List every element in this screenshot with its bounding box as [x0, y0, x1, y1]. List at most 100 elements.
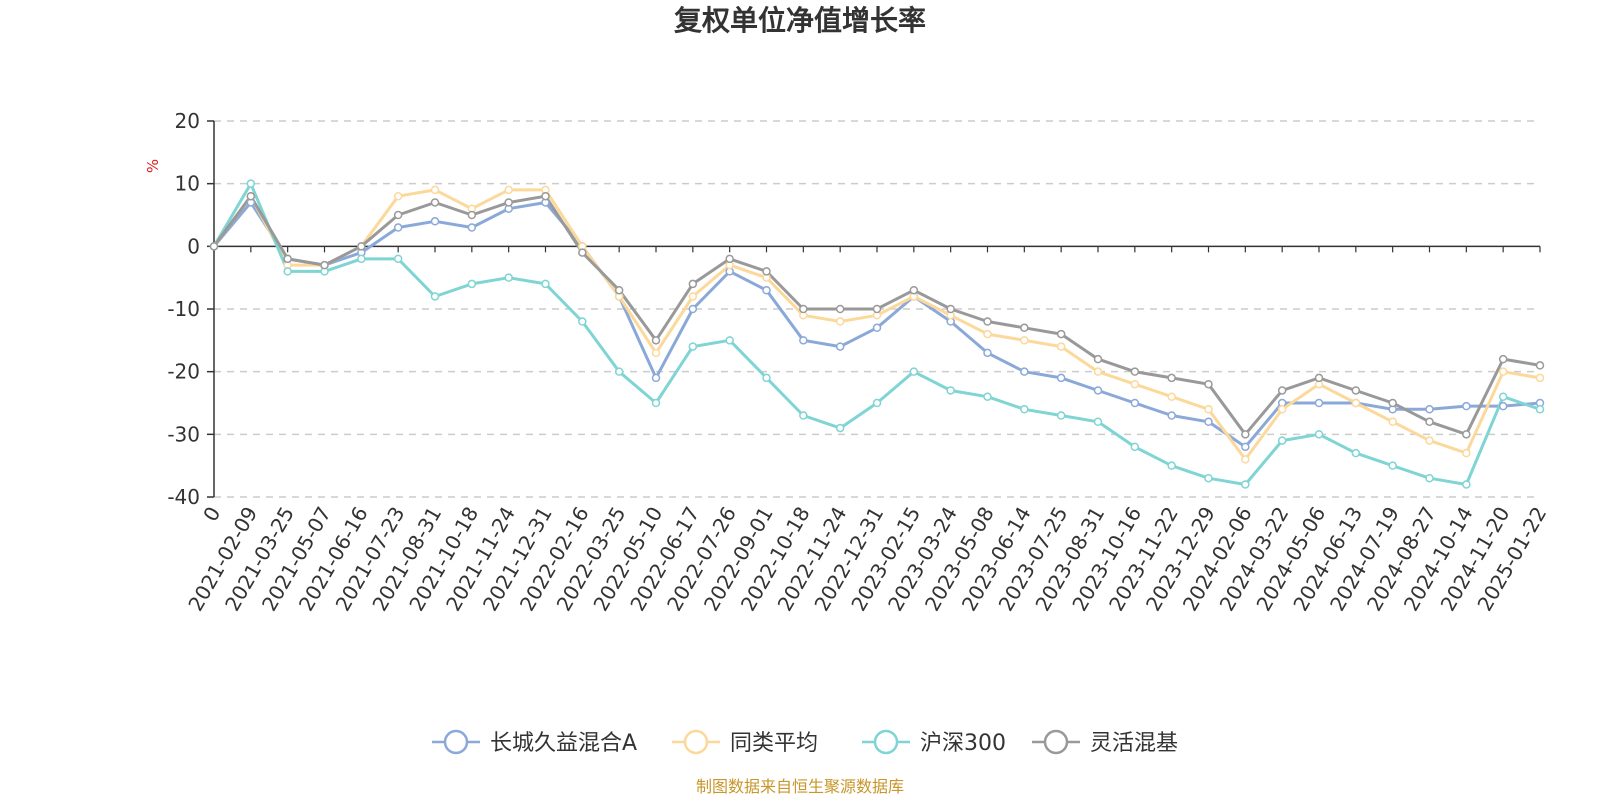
data-point: [1241, 430, 1250, 439]
legend-marker: [873, 729, 899, 755]
data-point: [430, 198, 440, 207]
data-point: [983, 348, 992, 358]
data-point: [1056, 342, 1066, 351]
data-point: [1425, 417, 1434, 427]
data-point: [1020, 367, 1029, 376]
data-point: [983, 329, 992, 339]
data-point: [1535, 361, 1545, 370]
y-tick-label: -10: [167, 297, 200, 321]
data-point: [504, 273, 513, 282]
series-line: [212, 182, 1542, 486]
data-point: [1093, 354, 1103, 364]
data-point: [467, 279, 477, 289]
data-point: [393, 210, 403, 220]
data-point: [1388, 461, 1397, 470]
data-point: [1535, 373, 1545, 383]
data-point: [1314, 373, 1324, 383]
data-point: [835, 304, 845, 314]
data-point: [1351, 386, 1361, 395]
data-point: [1462, 448, 1471, 458]
data-point: [430, 217, 440, 226]
data-point: [1093, 417, 1103, 427]
data-point: [909, 367, 919, 376]
data-point: [762, 373, 771, 383]
data-point: [1020, 323, 1029, 333]
data-point: [283, 267, 292, 276]
data-point: [1130, 367, 1140, 376]
data-point: [688, 342, 698, 351]
data-point: [578, 248, 587, 257]
data-point: [393, 254, 403, 264]
data-point: [1167, 373, 1176, 383]
legend-item[interactable]: 沪深300: [862, 729, 1006, 756]
data-point: [1498, 392, 1508, 401]
y-tick-label: -40: [167, 485, 200, 509]
legend-marker: [443, 729, 469, 755]
data-point: [1277, 436, 1287, 445]
data-point: [246, 179, 256, 188]
data-point: [909, 285, 919, 295]
y-axis-ticks: 20 10 0 -10 -20 -30 -40: [167, 109, 214, 509]
data-point: [1462, 430, 1471, 439]
legend-item[interactable]: 灵活混基: [1032, 729, 1178, 756]
data-point: [835, 342, 845, 351]
data-point: [467, 210, 477, 220]
data-point: [1388, 417, 1397, 427]
data-point: [799, 304, 808, 314]
data-point: [983, 392, 992, 401]
data-point: [1462, 480, 1471, 489]
legend: 长城久益混合A 同类平均 沪深300 灵活混基: [432, 729, 1178, 756]
data-point: [688, 279, 698, 289]
data-point: [320, 260, 329, 270]
data-point: [762, 267, 771, 276]
legend-label: 沪深300: [920, 731, 1006, 756]
data-point: [946, 304, 955, 314]
legend-item[interactable]: 同类平均: [672, 729, 818, 756]
axes: [213, 121, 1541, 497]
chart-title: 复权单位净值增长率: [674, 4, 926, 37]
data-point: [467, 223, 477, 232]
data-point: [1204, 417, 1213, 427]
data-point: [393, 223, 403, 232]
data-point: [1093, 367, 1103, 376]
y-tick-label: -30: [167, 422, 200, 446]
data-point: [578, 317, 587, 326]
x-tick-label: 0: [198, 503, 225, 526]
data-point: [725, 254, 734, 264]
data-point: [1204, 405, 1213, 414]
data-point: [1425, 436, 1434, 445]
data-point: [1241, 455, 1250, 464]
legend-item[interactable]: 长城久益混合A: [432, 729, 637, 756]
data-point: [1314, 430, 1324, 439]
data-point: [430, 292, 440, 301]
data-point: [983, 317, 992, 326]
y-axis-unit-label: %: [144, 159, 162, 173]
data-point: [1498, 401, 1508, 411]
data-point: [1204, 473, 1213, 483]
data-point: [1167, 392, 1176, 401]
data-point: [1535, 405, 1545, 414]
data-point: [1167, 411, 1176, 420]
data-point: [1498, 354, 1508, 364]
data-point: [541, 191, 550, 201]
data-point: [762, 285, 771, 295]
data-point: [357, 254, 366, 264]
data-point: [1020, 336, 1029, 345]
data-point: [1241, 480, 1250, 489]
data-point: [651, 336, 661, 345]
data-point: [1425, 473, 1434, 483]
data-point: [1130, 379, 1140, 389]
data-point: [1056, 373, 1066, 383]
data-point: [283, 254, 292, 264]
data-point: [1020, 405, 1029, 414]
data-point: [1351, 398, 1361, 408]
data-point: [614, 285, 624, 295]
series-lines: [212, 182, 1542, 486]
data-point: [1462, 401, 1471, 411]
data-point: [1314, 398, 1324, 408]
legend-label: 长城久益混合A: [490, 731, 637, 756]
data-point: [651, 373, 661, 383]
data-point: [725, 336, 734, 345]
data-point: [688, 304, 698, 314]
